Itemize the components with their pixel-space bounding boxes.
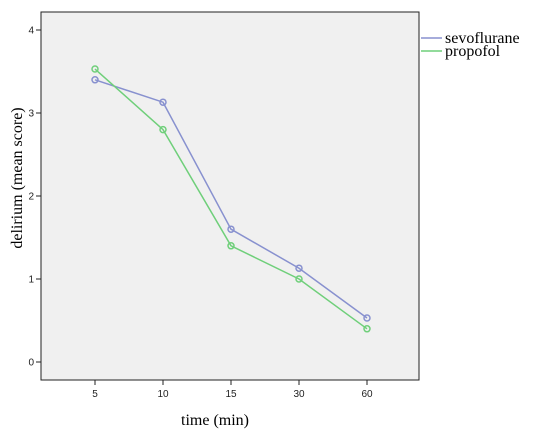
data-point-propofol [159,125,167,134]
data-point-propofol [227,242,235,250]
x-tick-label: 15 [225,389,237,400]
data-point-sevoflurane [159,98,167,106]
x-tick-label: 5 [92,389,98,400]
x-axis-title: time (min) [181,412,249,429]
data-point-sevoflurane [363,314,371,322]
data-point-sevoflurane [227,225,235,233]
y-axis: 0 1 2 3 4 [28,26,41,369]
data-point-sevoflurane [295,264,303,272]
x-tick-label: 60 [361,389,373,400]
x-axis: 5 10 15 30 60 [92,380,373,400]
y-tick-label: 2 [28,192,34,203]
y-tick-label: 3 [28,109,34,120]
x-tick-label: 10 [157,389,169,400]
legend-label-propofol: propofol [445,43,501,60]
y-axis-title: delirium (mean score) [9,107,26,248]
data-point-propofol [295,275,303,283]
series-line-propofol [94,68,368,330]
data-point-propofol [363,325,371,333]
series-line-sevoflurane [94,79,368,319]
legend-label-sevoflurane: sevoflurane [445,30,520,47]
series-layer [91,65,371,333]
data-point-sevoflurane [91,76,99,84]
x-tick-label: 30 [293,389,305,400]
y-tick-label: 0 [28,358,34,369]
y-tick-label: 1 [28,275,34,286]
y-tick-label: 4 [28,26,34,37]
data-point-propofol [91,65,99,73]
plot-area [40,11,420,381]
